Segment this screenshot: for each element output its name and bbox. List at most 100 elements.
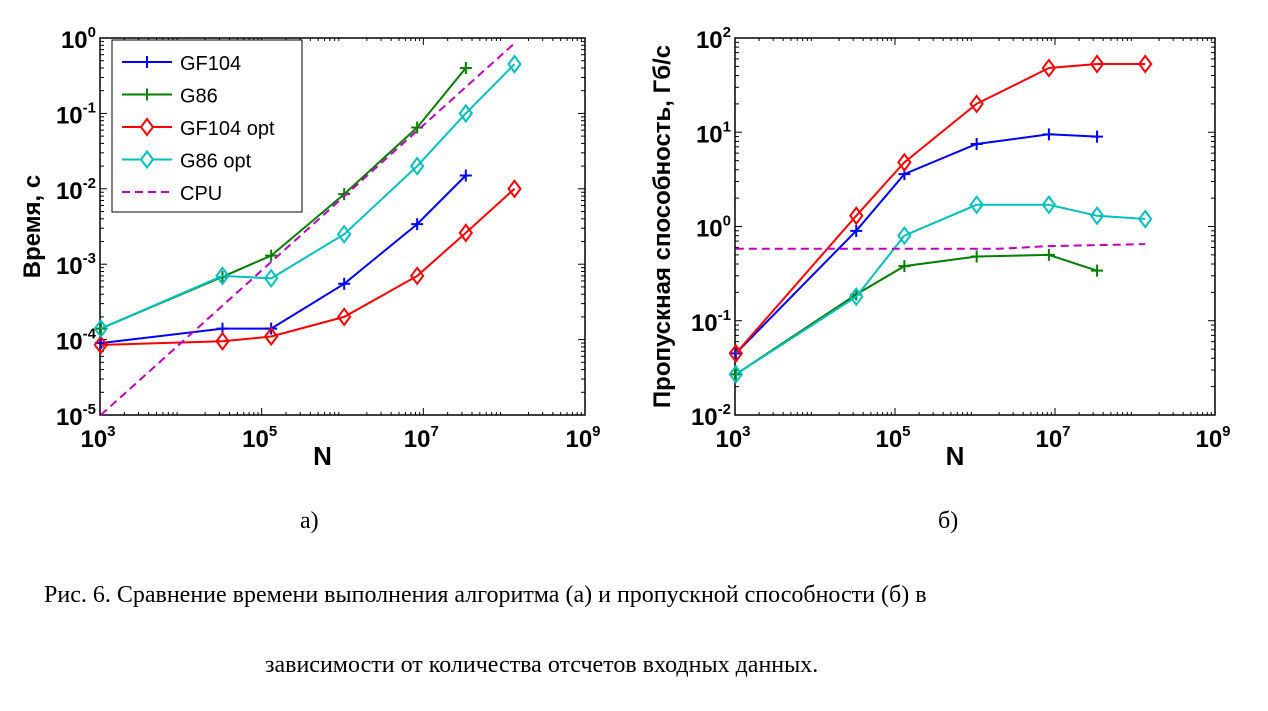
panel-label-b: б) [938, 508, 959, 534]
plus-marker [338, 277, 351, 290]
x-tick-label: 109 [1195, 423, 1230, 453]
plus-marker [729, 347, 742, 360]
series-line [100, 174, 467, 345]
caption-line-1: Рис. 6. Сравнение времени выполнения алг… [44, 582, 927, 608]
series-line [100, 42, 516, 416]
series-gf104-opt [93, 179, 522, 355]
y-tick-label: 10-1 [691, 307, 731, 337]
series-cpu [735, 243, 1146, 250]
diamond-marker [1137, 209, 1153, 229]
series-g86-opt [728, 195, 1153, 385]
y-tick-label: 101 [696, 118, 731, 148]
legend-label: GF104 [180, 53, 241, 75]
diamond-marker [458, 223, 474, 243]
y-tick-exponent: 2 [723, 24, 731, 41]
diamond-marker [458, 103, 474, 124]
panel-label-a: а) [300, 508, 319, 534]
y-tick-exponent: -5 [83, 401, 96, 418]
legend-plus-marker [141, 56, 153, 68]
y-tick-exponent: -2 [718, 401, 731, 418]
legend-label: CPU [180, 183, 222, 205]
diamond-marker [1089, 206, 1105, 226]
x-tick-exponent: 3 [742, 423, 750, 440]
legend: GF104 G86 GF104 opt G86 opt CPU [111, 39, 303, 213]
legend-label: G86 opt [180, 151, 252, 173]
series-gf104-opt [728, 54, 1153, 364]
series-g86 [729, 248, 1104, 381]
x-tick-exponent: 9 [1222, 423, 1230, 440]
series-line [735, 63, 1146, 355]
diamond-marker [728, 364, 744, 385]
diamond-marker [93, 335, 109, 355]
diamond-marker [263, 268, 279, 288]
x-axis-label: N [313, 441, 332, 471]
caption-line-2: зависимости от количества отсчетов входн… [265, 652, 819, 678]
plus-marker [459, 62, 472, 75]
x-tick-label: 103 [715, 423, 750, 453]
y-tick-label: 102 [696, 24, 731, 54]
diamond-marker [1089, 54, 1105, 74]
diamond-marker [336, 224, 352, 244]
diamond-marker [336, 307, 352, 327]
series-g86-opt [93, 54, 522, 339]
y-tick-exponent: -4 [83, 326, 97, 343]
diamond-marker [897, 152, 912, 172]
diamond-marker [848, 206, 864, 226]
plus-marker [729, 368, 742, 381]
plus-marker [1042, 248, 1055, 261]
x-tick-exponent: 7 [431, 423, 439, 440]
plus-marker [338, 188, 351, 201]
x-tick-label: 107 [404, 423, 439, 453]
plus-marker [459, 169, 472, 182]
diamond-marker [1137, 54, 1153, 74]
y-tick-exponent: -1 [718, 307, 731, 324]
series-line [100, 63, 516, 330]
y-axis-label: Время, с [19, 175, 46, 278]
diamond-marker [1041, 195, 1057, 215]
y-tick-exponent: -2 [83, 175, 96, 192]
x-axis-label: N [946, 441, 965, 471]
legend-diamond-marker [139, 149, 155, 170]
y-tick-exponent: 0 [723, 213, 731, 230]
series-line [735, 243, 1146, 250]
legend-label: GF104 opt [180, 118, 275, 140]
diamond-marker [848, 287, 864, 307]
x-tick-label: 105 [242, 423, 277, 453]
diamond-marker [409, 156, 425, 176]
plus-marker [1042, 128, 1055, 141]
x-tick-label: 109 [565, 423, 600, 453]
y-axis-label: Пропускная способность, Гб/с [649, 45, 676, 408]
x-tick-exponent: 9 [592, 423, 600, 440]
diamond-marker [1041, 58, 1057, 78]
diamond-marker [728, 343, 744, 364]
chart-panel-1: 103 105 107 109 1 0 -2 10-1 100 101 102 N Пропускная… [649, 24, 1231, 471]
x-tick-label: 103 [80, 423, 115, 453]
y-tick-exponent: -3 [83, 250, 96, 267]
x-tick-exponent: 5 [902, 423, 910, 440]
y-tick-label: 10-3 [56, 250, 96, 280]
plus-marker [411, 218, 424, 231]
plus-marker [1091, 264, 1104, 277]
diamond-marker [215, 331, 230, 351]
plus-marker [898, 260, 911, 273]
x-tick-label: 107 [1035, 423, 1070, 453]
y-tick-label: 10-1 [56, 99, 96, 129]
series-line [100, 188, 516, 346]
series-line [735, 253, 1098, 376]
y-tick-exponent: 0 [88, 24, 96, 41]
x-tick-exponent: 3 [107, 423, 115, 440]
y-tick-label: 10-4 [56, 326, 97, 356]
y-tick-exponent: -1 [83, 99, 96, 116]
x-tick-exponent: 5 [269, 423, 277, 440]
diamond-marker [507, 179, 522, 199]
plus-marker [850, 224, 863, 237]
legend-diamond-marker [139, 117, 155, 137]
diamond-marker [409, 266, 425, 286]
plus-marker [1091, 130, 1104, 143]
series-cpu [100, 42, 516, 416]
series-gf104 [729, 128, 1104, 360]
diamond-marker [263, 326, 279, 347]
x-tick-label: 105 [875, 423, 910, 453]
